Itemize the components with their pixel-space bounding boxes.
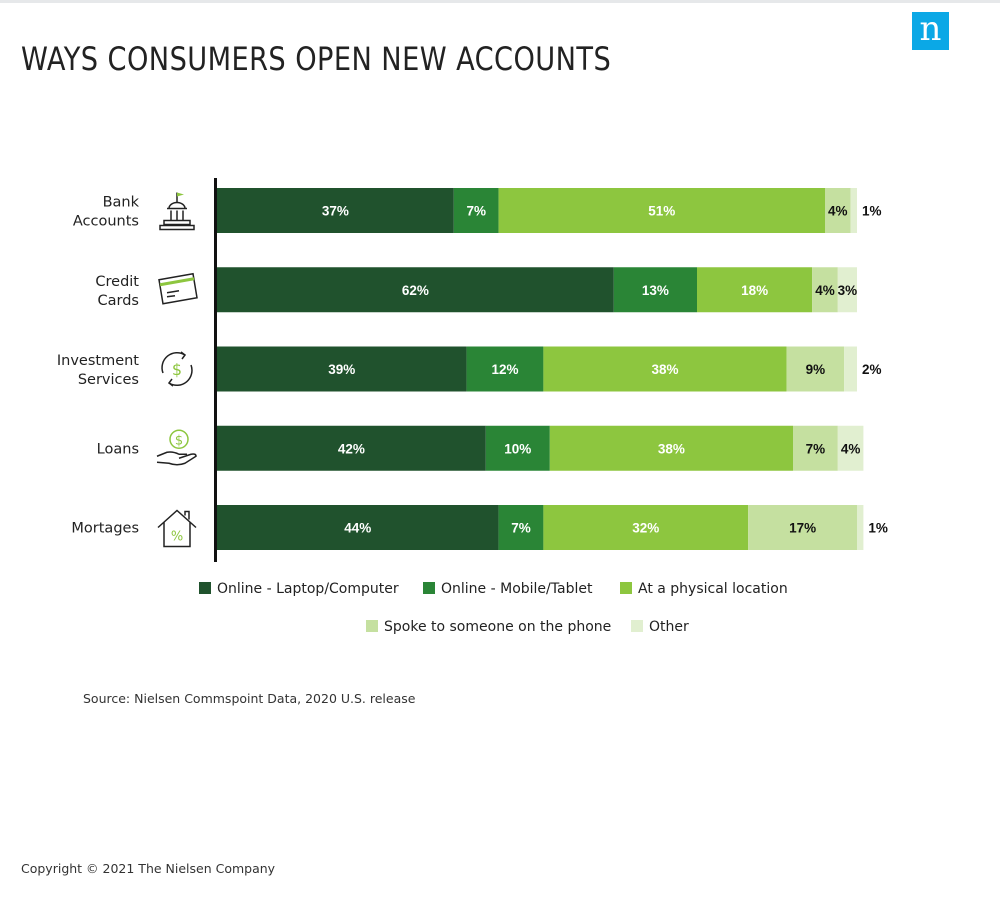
data-label: 17% — [789, 521, 816, 536]
data-label: 12% — [491, 362, 518, 377]
nielsen-logo: n — [912, 12, 949, 50]
top-divider — [0, 0, 1000, 3]
category-label: Loans — [97, 441, 139, 457]
bar-segment-online-laptop-computer — [217, 267, 614, 313]
bar-segment-online-laptop-computer — [217, 505, 499, 550]
bar-segment-at-a-physical-location — [543, 505, 749, 550]
legend-label: Spoke to someone on the phone — [384, 619, 612, 635]
bar-segment-spoke-to-someone-on-the-phone — [748, 505, 857, 550]
legend-label: Online - Laptop/Computer — [217, 581, 399, 597]
bank-building-icon — [159, 191, 195, 231]
legend-swatch — [199, 582, 211, 594]
bar-segment-online-laptop-computer — [217, 346, 467, 392]
data-label: 42% — [338, 441, 365, 456]
data-label: 4% — [828, 204, 848, 219]
category-label: Credit Cards — [95, 274, 139, 309]
legend-label: Online - Mobile/Tablet — [441, 581, 593, 597]
bar-segment-at-a-physical-location — [543, 346, 787, 392]
bar-segment-spoke-to-someone-on-the-phone — [825, 188, 851, 233]
bar-segment-online-mobile-tablet — [453, 188, 499, 233]
legend-swatch — [423, 582, 435, 594]
bar-segment-online-laptop-computer — [217, 188, 454, 233]
legend-swatch — [620, 582, 632, 594]
data-label: 4% — [841, 441, 861, 456]
data-label: 38% — [658, 441, 685, 456]
data-label: 37% — [322, 204, 349, 219]
data-label: 1% — [868, 521, 888, 536]
copyright-note: Copyright © 2021 The Nielsen Company — [21, 861, 276, 876]
data-label: 7% — [466, 204, 486, 219]
legend-item-physical: At a physical location — [620, 581, 788, 597]
bar-segment-online-laptop-computer — [217, 425, 486, 471]
data-label: 38% — [651, 362, 678, 377]
bar-segment-other — [837, 425, 864, 471]
category-label: Investment Services — [57, 353, 139, 388]
data-label: 39% — [328, 362, 355, 377]
bar-segment-online-mobile-tablet — [613, 267, 697, 313]
data-label: 7% — [511, 521, 531, 536]
bar-segment-online-mobile-tablet — [485, 425, 550, 471]
data-label: 9% — [806, 362, 826, 377]
source-note: Source: Nielsen Commspoint Data, 2020 U.… — [83, 691, 416, 706]
legend-item-phone: Spoke to someone on the phone — [366, 619, 611, 635]
credit-card-icon — [157, 272, 199, 306]
bar-segment-other — [844, 346, 857, 392]
data-label: 10% — [504, 441, 531, 456]
category-label: Mortages — [71, 521, 139, 537]
data-label: 1% — [862, 204, 882, 219]
legend-item-other: Other — [631, 619, 689, 635]
data-label: 51% — [648, 204, 675, 219]
data-label: 4% — [815, 283, 835, 298]
data-label: 44% — [344, 521, 371, 536]
bar-segment-online-mobile-tablet — [466, 346, 544, 392]
bar-segment-at-a-physical-location — [549, 425, 793, 471]
data-label: 2% — [862, 362, 882, 377]
money-cycle-icon — [161, 351, 193, 387]
data-label: 3% — [838, 283, 858, 298]
bar-segment-other — [850, 188, 857, 233]
legend-label: Other — [649, 619, 689, 635]
bar-segment-spoke-to-someone-on-the-phone — [793, 425, 838, 471]
category-label: Bank Accounts — [73, 195, 140, 230]
bar-segment-at-a-physical-location — [697, 267, 813, 313]
bar-segment-online-mobile-tablet — [498, 505, 544, 550]
data-label: 7% — [806, 441, 826, 456]
data-label: 62% — [402, 283, 429, 298]
bar-segment-spoke-to-someone-on-the-phone — [812, 267, 838, 313]
legend-label: At a physical location — [638, 581, 788, 597]
data-label: 18% — [741, 283, 768, 298]
legend-swatch — [631, 620, 643, 632]
legend-swatch — [366, 620, 378, 632]
page-title: WAYS CONSUMERS OPEN NEW ACCOUNTS — [21, 40, 612, 78]
data-label: 13% — [642, 283, 669, 298]
bar-segment-other — [857, 505, 864, 550]
stacked-bar-chart: $ $ % BankAccountsCreditCardsInvestmentS… — [57, 178, 888, 562]
bar-segment-at-a-physical-location — [498, 188, 825, 233]
bar-segment-spoke-to-someone-on-the-phone — [786, 346, 845, 392]
data-label: 32% — [632, 521, 659, 536]
bar-segment-other — [837, 267, 857, 313]
legend-item-laptop: Online - Laptop/Computer — [199, 581, 399, 597]
hand-money-icon — [156, 429, 197, 466]
legend-item-mobile: Online - Mobile/Tablet — [423, 581, 592, 597]
house-percent-icon — [157, 509, 197, 548]
